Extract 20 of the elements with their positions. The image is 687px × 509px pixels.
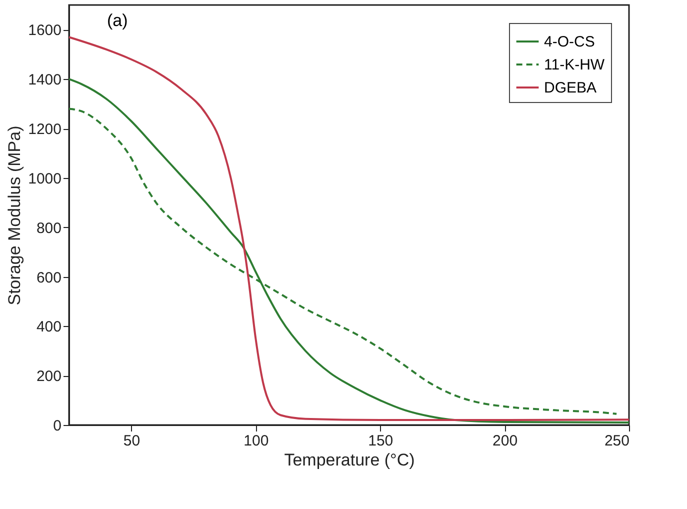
x-tick-label: 100 — [244, 432, 269, 450]
y-tick-label: 0 — [53, 418, 62, 434]
y-tick-label: 400 — [36, 318, 62, 336]
y-tick-label: 1400 — [28, 72, 62, 89]
legend-label: 11-K-HW — [544, 56, 606, 74]
x-axis-title: Temperature (°C) — [284, 450, 415, 470]
y-tick-label: 600 — [36, 269, 62, 286]
x-tick-label: 250 — [604, 432, 630, 450]
annotation: (a) — [107, 11, 128, 30]
x-tick-label: 200 — [492, 432, 518, 450]
x-tick-label: 50 — [123, 432, 140, 450]
legend-label: DGEBA — [544, 80, 597, 96]
x-tick-label: 150 — [368, 432, 394, 450]
y-axis-title: Storage Modulus (MPa) — [5, 126, 24, 306]
y-tick-label: 1200 — [28, 121, 62, 138]
y-tick-label: 800 — [36, 220, 62, 237]
legend-label: 4-O-CS — [544, 34, 595, 50]
y-tick-label: 1600 — [28, 22, 62, 40]
y-tick-label: 1000 — [28, 170, 62, 188]
y-tick-label: 200 — [36, 368, 62, 386]
